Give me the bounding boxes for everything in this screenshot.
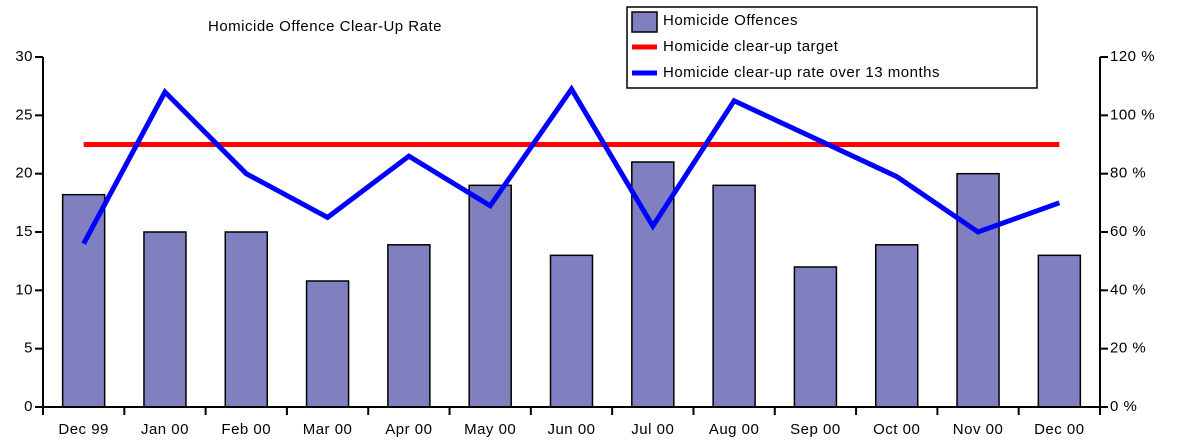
x-tick-label: Nov 00 bbox=[953, 421, 1004, 438]
chart-title: Homicide Offence Clear-Up Rate bbox=[208, 18, 442, 35]
x-tick-label: Aug 00 bbox=[709, 421, 760, 438]
x-tick-label: May 00 bbox=[464, 421, 516, 438]
y-tick-label: 25 bbox=[15, 106, 33, 123]
y2-tick-label: 0 % bbox=[1110, 398, 1137, 415]
line bbox=[81, 84, 1061, 245]
bar bbox=[956, 172, 1000, 408]
y2-tick-label: 40 % bbox=[1110, 281, 1146, 298]
x-tick-label: Oct 00 bbox=[873, 421, 920, 438]
y-tick-label: 15 bbox=[15, 223, 33, 240]
y-tick-label: 20 bbox=[15, 165, 33, 182]
x-tick-label: Sep 00 bbox=[790, 421, 841, 438]
x-tick-label: Feb 00 bbox=[221, 421, 271, 438]
y2-tick-label: 20 % bbox=[1110, 340, 1146, 357]
y-tick-label: 10 bbox=[15, 281, 33, 298]
y-tick-label: 0 bbox=[24, 398, 33, 415]
x-tick-label: Jan 00 bbox=[141, 421, 189, 438]
bar bbox=[224, 231, 269, 408]
legend-label: Homicide clear-up target bbox=[663, 38, 839, 55]
y2-tick-label: 60 % bbox=[1110, 223, 1146, 240]
x-tick-label: Jul 00 bbox=[631, 421, 674, 438]
legend-swatch bbox=[631, 11, 658, 33]
bar bbox=[874, 244, 919, 408]
y2-tick-label: 120 % bbox=[1110, 48, 1155, 65]
bar bbox=[305, 280, 350, 408]
y2-tick-label: 100 % bbox=[1110, 106, 1155, 123]
bar bbox=[793, 266, 838, 408]
legend-label: Homicide clear-up rate over 13 months bbox=[663, 64, 940, 81]
y2-tick-label: 80 % bbox=[1110, 165, 1146, 182]
bar bbox=[549, 254, 594, 408]
x-tick-label: Mar 00 bbox=[303, 421, 353, 438]
legend-box bbox=[626, 6, 1038, 89]
x-tick-label: Dec 00 bbox=[1034, 421, 1085, 438]
bar bbox=[712, 184, 756, 408]
bar bbox=[143, 231, 187, 408]
y-tick-label: 30 bbox=[15, 48, 33, 65]
legend-label: Homicide Offences bbox=[663, 12, 798, 29]
x-tick-label: Dec 99 bbox=[58, 421, 109, 438]
x-tick-label: Jun 00 bbox=[547, 421, 595, 438]
bar bbox=[1037, 254, 1082, 408]
x-tick-label: Apr 00 bbox=[385, 421, 432, 438]
bar bbox=[468, 184, 512, 408]
bar bbox=[387, 244, 431, 408]
bar bbox=[61, 193, 106, 408]
y-tick-label: 5 bbox=[24, 340, 33, 357]
